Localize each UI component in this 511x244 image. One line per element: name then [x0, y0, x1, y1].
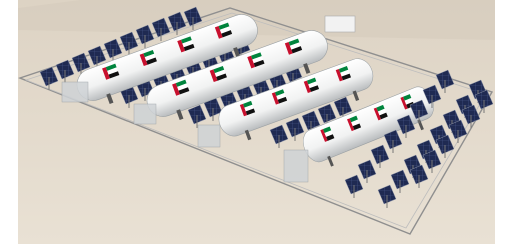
page: [0, 0, 511, 244]
scene: [0, 0, 511, 244]
control-building: [325, 16, 355, 32]
